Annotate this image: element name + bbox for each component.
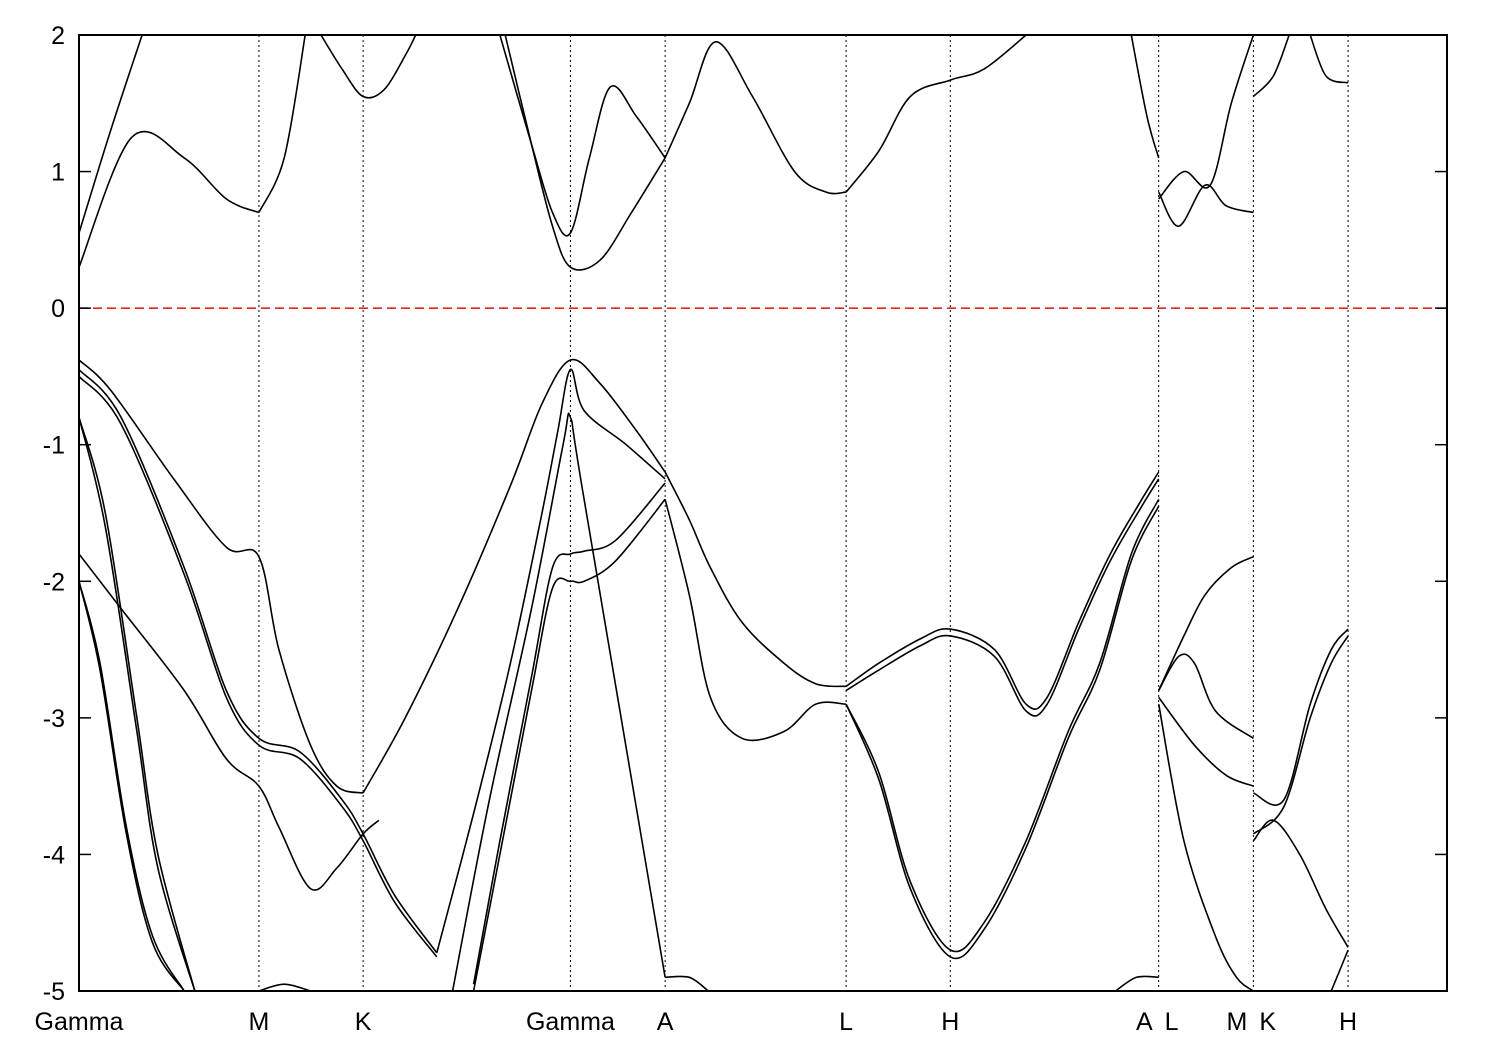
x-tick-label: H [1339,1008,1357,1036]
y-tick-label: 0 [51,295,65,323]
band-line-24 [664,499,847,742]
band-line-4 [320,35,417,99]
band-line-1 [79,130,260,268]
band-line-30 [1158,653,1254,739]
band-line-2 [79,35,143,234]
band-line-10 [1157,184,1254,227]
x-tick-label: M [1227,1008,1248,1036]
y-tick-label: -2 [43,568,65,596]
band-line-27 [845,471,1160,710]
band-line-29 [1157,555,1254,691]
band-line-26 [845,505,1160,960]
y-axis-ticks: 2 1 0 -1 -2 -3 -4 -5 [43,22,1447,1006]
band-line-35 [1252,819,1349,948]
band-line-25 [845,498,1160,953]
y-tick-label: -5 [43,978,65,1006]
band-line-40 [79,581,185,991]
band-line-12 [1252,35,1290,98]
x-axis-labels: Gamma M K Gamma A L H A L M K H [35,1008,1358,1036]
x-tick-label: A [657,1008,674,1036]
y-tick-label: -4 [43,841,65,869]
high-symmetry-lines [258,35,1349,991]
y-tick-label: 2 [51,22,65,50]
x-tick-label: L [1165,1008,1179,1036]
band-line-38 [79,417,196,991]
band-line-33 [1253,628,1349,806]
x-tick-label: K [355,1008,372,1036]
band-line-3 [258,35,306,213]
band-line-34 [1252,635,1349,835]
band-line-23 [664,471,847,688]
band-line-9 [1130,35,1160,159]
band-lines [79,35,1349,991]
y-tick-label: -3 [43,705,65,733]
band-line-21 [472,498,666,991]
x-tick-label: L [839,1008,853,1036]
band-line-19 [436,368,666,954]
band-line-42 [665,975,709,991]
band-line-11 [1158,35,1255,200]
band-line-7 [664,41,847,195]
x-tick-label: Gamma [35,1008,124,1036]
x-tick-label: M [249,1008,270,1036]
y-tick-label: -1 [43,432,65,460]
band-line-43 [1115,975,1159,991]
band-line-18 [79,553,380,891]
band-line-32 [1157,704,1254,991]
band-line-6 [499,35,666,237]
plot-frame [78,34,1448,992]
band-line-22 [472,482,666,985]
band-line-37 [79,417,196,991]
band-line-41 [258,983,311,991]
band-line-15 [362,358,666,794]
band-line-20 [451,412,666,991]
band-line-16 [79,369,438,954]
band-line-8 [845,35,1027,193]
x-tick-label: A [1136,1008,1153,1036]
x-tick-label: K [1259,1008,1276,1036]
band-line-36 [1330,949,1349,991]
x-tick-label: H [941,1008,959,1036]
x-tick-label: Gamma [526,1008,615,1036]
band-line-39 [79,581,185,991]
y-tick-label: 1 [51,159,65,187]
band-line-31 [1158,696,1254,787]
band-line-5 [504,35,666,271]
band-line-13 [1309,35,1349,84]
band-line-28 [845,478,1160,717]
band-line-17 [79,375,438,958]
